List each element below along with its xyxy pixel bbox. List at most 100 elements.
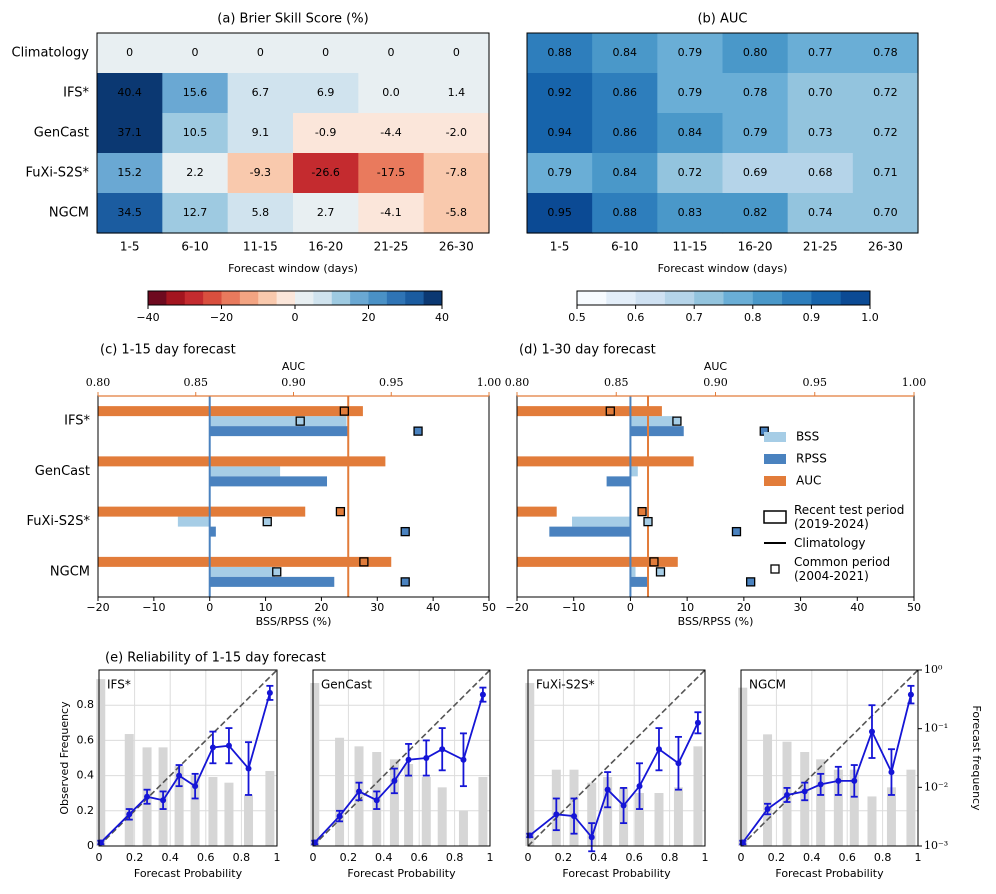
colorbar-segment — [203, 291, 222, 305]
x-tick-label: 0.8 — [446, 851, 464, 864]
cell-label: 15.6 — [183, 86, 208, 99]
x-tick-label: 0.6 — [838, 851, 856, 864]
heatmap-cell — [293, 193, 359, 234]
colorbar-segment — [239, 291, 259, 305]
colorbar-segment — [368, 291, 388, 305]
heatmap-cell — [358, 153, 425, 194]
heatmap-cell — [852, 73, 919, 114]
reliability-point — [460, 756, 467, 763]
bar — [630, 576, 649, 587]
colorbar-segment — [166, 291, 186, 305]
bar — [517, 456, 694, 467]
heatmap-cell — [423, 113, 490, 154]
column-label: 16-20 — [308, 240, 343, 254]
y-tick-label: 0.4 — [77, 769, 95, 782]
y-tick-label: 0.2 — [77, 804, 95, 817]
cell-label: 2.7 — [317, 206, 335, 219]
heatmap-cell — [722, 193, 789, 234]
common-period-marker — [413, 426, 423, 436]
cell-label: 0.77 — [808, 46, 833, 59]
category-label: GenCast — [35, 464, 90, 479]
frequency-bar — [404, 763, 414, 846]
cell-label: 0.84 — [613, 166, 638, 179]
x-tick-label: 20 — [314, 601, 328, 614]
common-period-marker — [746, 577, 756, 587]
y-tick-label: 0 — [87, 839, 94, 852]
x-tick-label: 0.4 — [803, 851, 821, 864]
reliability-point — [176, 772, 183, 779]
reliability-point — [144, 793, 151, 800]
axes-frame — [312, 669, 491, 847]
x-tick-label: 1 — [702, 851, 709, 864]
cell-label: 0.78 — [873, 46, 898, 59]
legend-icon — [770, 564, 780, 574]
cell-label: 0.94 — [547, 126, 572, 139]
reliability-line — [314, 694, 484, 844]
colorbar-tick-label: 0.7 — [685, 311, 703, 324]
bar — [98, 406, 363, 417]
heatmap-cell — [227, 113, 294, 154]
heatmap-cell — [852, 153, 919, 194]
x2-tick-label: 0.95 — [803, 376, 828, 389]
colorbar-segment — [405, 291, 425, 305]
panel-title: (b) AUC — [697, 12, 747, 27]
cell-label: 15.2 — [117, 166, 142, 179]
reliability-point — [423, 755, 430, 761]
colorbar-segment — [694, 291, 724, 305]
heatmap-cell — [592, 153, 658, 194]
legend-label: Climatology — [794, 536, 866, 550]
common-period-marker — [339, 406, 349, 416]
colorbar-segment — [840, 291, 871, 305]
y2-tick-label: 10⁻¹ — [924, 722, 948, 735]
cell-label: 0 — [322, 46, 329, 59]
bar — [630, 566, 636, 577]
x-axis-label: Forecast Probability — [134, 867, 243, 880]
heatmap-cell — [293, 153, 359, 194]
bar — [209, 416, 347, 427]
frequency-bar — [224, 782, 234, 846]
x-tick-label: 0.6 — [410, 851, 428, 864]
frequency-bar — [603, 777, 613, 846]
x-tick-label: 0.4 — [590, 851, 608, 864]
heatmap-cell — [592, 113, 658, 154]
x-tick-label: 20 — [737, 601, 751, 614]
x-tick-label: 40 — [850, 601, 864, 614]
reliability-point — [245, 765, 252, 772]
x-tick-label: −10 — [142, 601, 165, 614]
heatmap-cell — [527, 113, 593, 154]
heatmap-cell — [227, 73, 294, 114]
legend-icon — [763, 510, 787, 524]
frequency-bar — [525, 683, 535, 846]
x2-tick-label: 1.00 — [902, 376, 927, 389]
legend-note-box: Recent test period (2019-2024) — [794, 503, 904, 531]
reliability-point — [620, 802, 627, 809]
cell-label: 0.73 — [808, 126, 833, 139]
heatmap-cell — [423, 153, 490, 194]
x-tick-label: 0.4 — [161, 851, 179, 864]
colorbar-segment — [386, 291, 406, 305]
colorbar-segment — [184, 291, 204, 305]
colorbar-segment — [331, 291, 351, 305]
column-label: 11-15 — [672, 240, 707, 254]
frequency-bar — [693, 746, 703, 846]
cell-label: 0.71 — [873, 166, 898, 179]
x-axis-label: Forecast Probability — [347, 867, 456, 880]
frequency-bar — [635, 793, 645, 846]
x2-tick-label: 0.95 — [379, 376, 404, 389]
heatmap-cell — [162, 33, 229, 74]
frequency-bar — [96, 679, 106, 846]
colorbar-tick-label: −20 — [210, 311, 233, 324]
reliability-point — [694, 719, 701, 726]
x-axis-label: BSS/RPSS (%) — [678, 615, 754, 628]
cell-label: 9.1 — [252, 126, 270, 139]
panel-label: GenCast — [321, 678, 372, 692]
colorbar-segment — [258, 291, 278, 305]
column-label: 21-25 — [374, 240, 409, 254]
x-axis-label: Forecast window (days) — [228, 262, 358, 275]
reliability-point — [373, 797, 380, 804]
x-tick-label: 0.2 — [768, 851, 786, 864]
heatmap-cell — [852, 193, 919, 234]
reliability-point — [479, 691, 486, 698]
common-period-marker — [335, 506, 346, 517]
heatmap-cell — [592, 73, 658, 114]
